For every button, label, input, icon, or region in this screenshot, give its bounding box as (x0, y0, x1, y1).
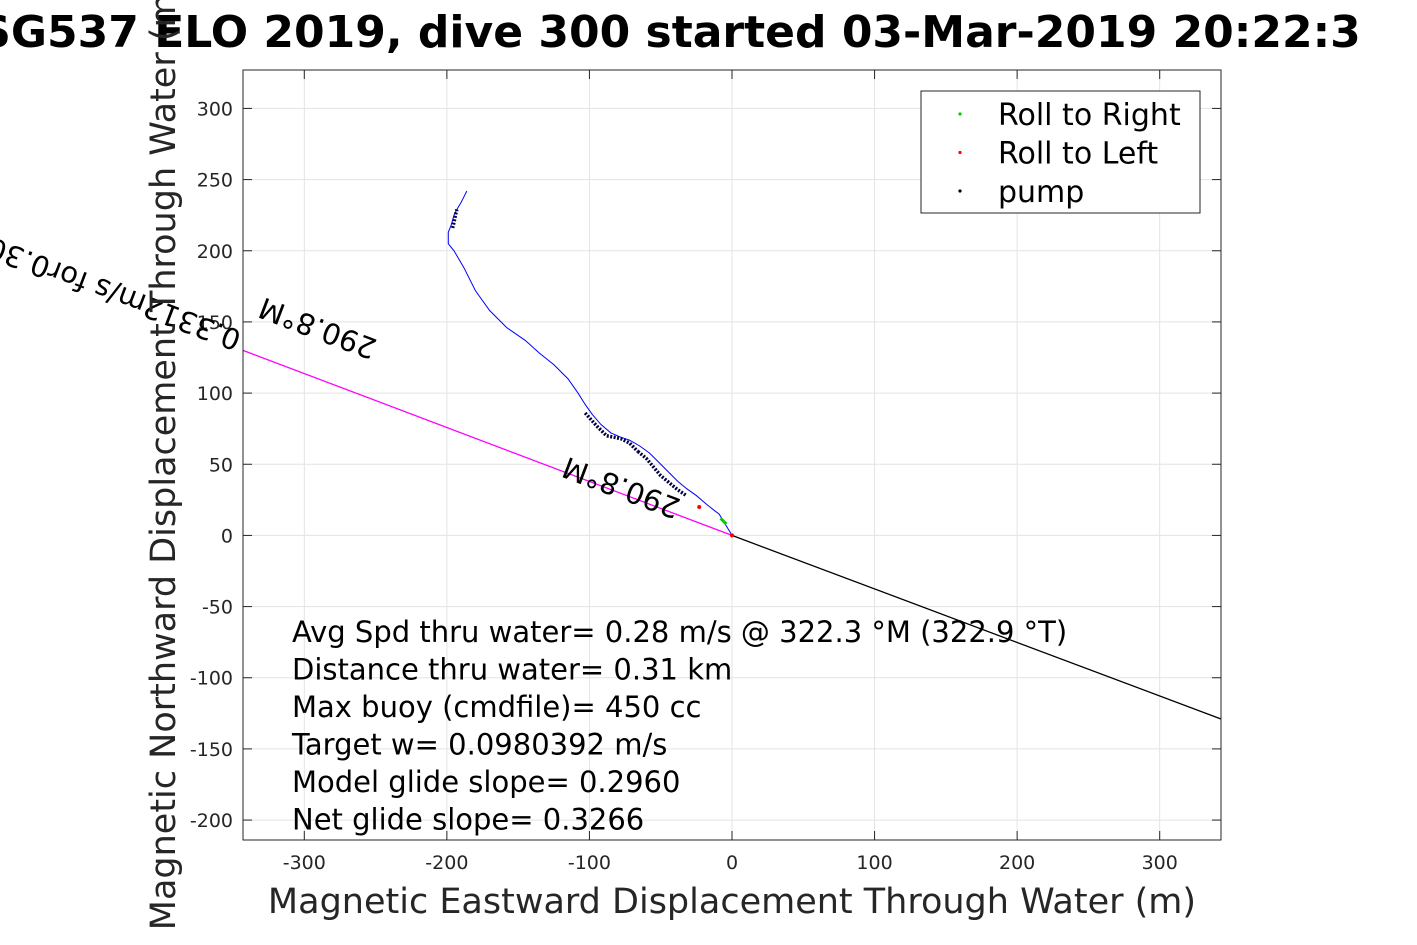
legend-marker (958, 189, 962, 193)
stats-line: Target w= 0.0980392 m/s (291, 728, 667, 762)
y-tick-label: -200 (190, 810, 233, 832)
stats-line: Max buoy (cmdfile)= 450 cc (292, 690, 701, 724)
y-axis-title: Magnetic Northward Displacement Through … (144, 0, 184, 930)
stats-annotations: Avg Spd thru water= 0.28 m/s @ 322.3 °M … (291, 615, 1067, 837)
stats-line: Distance thru water= 0.31 km (292, 653, 732, 687)
x-tick-label: -300 (283, 852, 326, 874)
stats-line: Avg Spd thru water= 0.28 m/s @ 322.3 °M … (292, 615, 1067, 649)
series-layer (242, 190, 1222, 720)
marker-layer (450, 209, 734, 538)
roll-right-marker (719, 517, 728, 526)
stats-line: Net glide slope= 0.3266 (292, 803, 644, 837)
pump-marker-segment (636, 450, 688, 498)
y-tick-label: 0 (221, 525, 233, 547)
y-tick-label: -100 (190, 668, 233, 690)
x-tick-label: -100 (568, 852, 611, 874)
y-tick-label: 50 (209, 454, 233, 476)
roll-left-marker (697, 504, 702, 509)
legend-box (920, 90, 1201, 214)
y-tick-label: 200 (197, 241, 233, 263)
x-axis-title: Magnetic Eastward Displacement Through W… (268, 882, 1196, 922)
vector-label: 290.8°M (558, 450, 685, 525)
legend-entry-label: Roll to Left (998, 137, 1158, 172)
legend-entry-label: pump (998, 175, 1084, 210)
series-track (447, 190, 733, 536)
y-tick-label: 250 (197, 170, 233, 192)
legend-entry-label: Roll to Right (998, 98, 1181, 133)
y-tick-label: 150 (197, 312, 233, 334)
legend-marker (958, 112, 962, 116)
y-tick-label: -50 (202, 597, 233, 619)
y-tick-label: 100 (197, 383, 233, 405)
x-tick-label: -200 (425, 852, 468, 874)
x-tick-label: 300 (1142, 852, 1178, 874)
x-tick-label: 0 (726, 852, 738, 874)
legend-marker (958, 150, 962, 155)
vector-label: 290.8°M (254, 291, 381, 366)
vector-labels: 0.3312m/s for0.3079hr =0.36711km290.8°M2… (0, 136, 685, 525)
x-tick-label: 100 (856, 852, 892, 874)
series-current_vector_2 (242, 349, 733, 537)
x-tick-label: 200 (999, 852, 1035, 874)
y-tick-label: 300 (197, 98, 233, 120)
y-axis-ticks: -200 -150 -100 -50 0 50 100 150 200 250 300 (190, 98, 1221, 832)
x-axis-ticks: -300 -200 -100 0 100 200 300 (283, 70, 1178, 874)
y-tick-label: -150 (190, 739, 233, 761)
chart-title: SG537 ELO 2019, dive 300 started 03-Mar-… (0, 7, 1361, 58)
series-current_vector_1 (731, 534, 1222, 720)
stats-line: Model glide slope= 0.2960 (292, 765, 680, 799)
roll-left-marker (730, 533, 734, 538)
pump-marker-segment (583, 411, 640, 453)
